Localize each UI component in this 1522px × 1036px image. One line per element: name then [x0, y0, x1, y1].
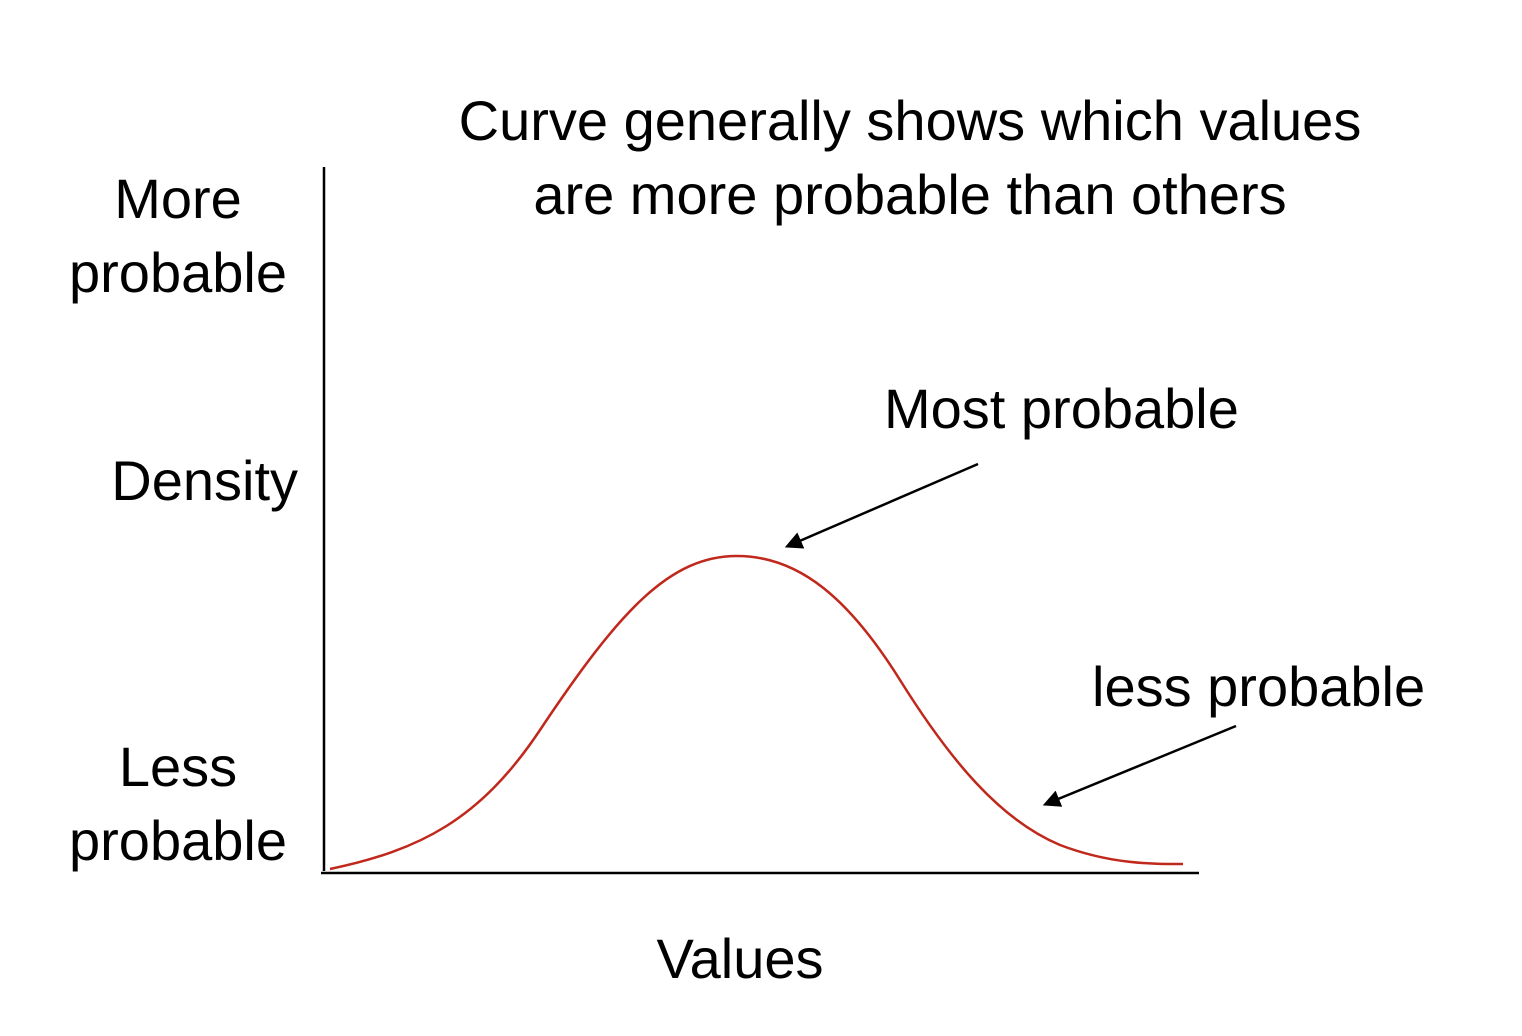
y-bottom-line-2: probable: [69, 809, 287, 872]
tail-arrow: [1042, 724, 1237, 807]
x-axis-label: Values: [656, 927, 824, 990]
peak-annotation: Most probable: [884, 377, 1239, 440]
density-curve: [329, 554, 1184, 871]
y-axis-top-label: More probable: [30, 162, 326, 310]
y-axis-label: Density: [111, 449, 298, 512]
title-line-1: Curve generally shows which values: [458, 89, 1362, 152]
tail-annotation: less probable: [1092, 655, 1426, 718]
title-line-2: are more probable than others: [533, 163, 1287, 226]
peak-arrow: [784, 462, 979, 549]
y-top-line-2: probable: [69, 241, 287, 304]
diagram-title: Curve generally shows which values are m…: [380, 84, 1440, 232]
y-top-line-1: More: [114, 167, 242, 230]
y-bottom-line-1: Less: [118, 735, 238, 798]
y-axis-bottom-label: Less probable: [30, 730, 326, 878]
